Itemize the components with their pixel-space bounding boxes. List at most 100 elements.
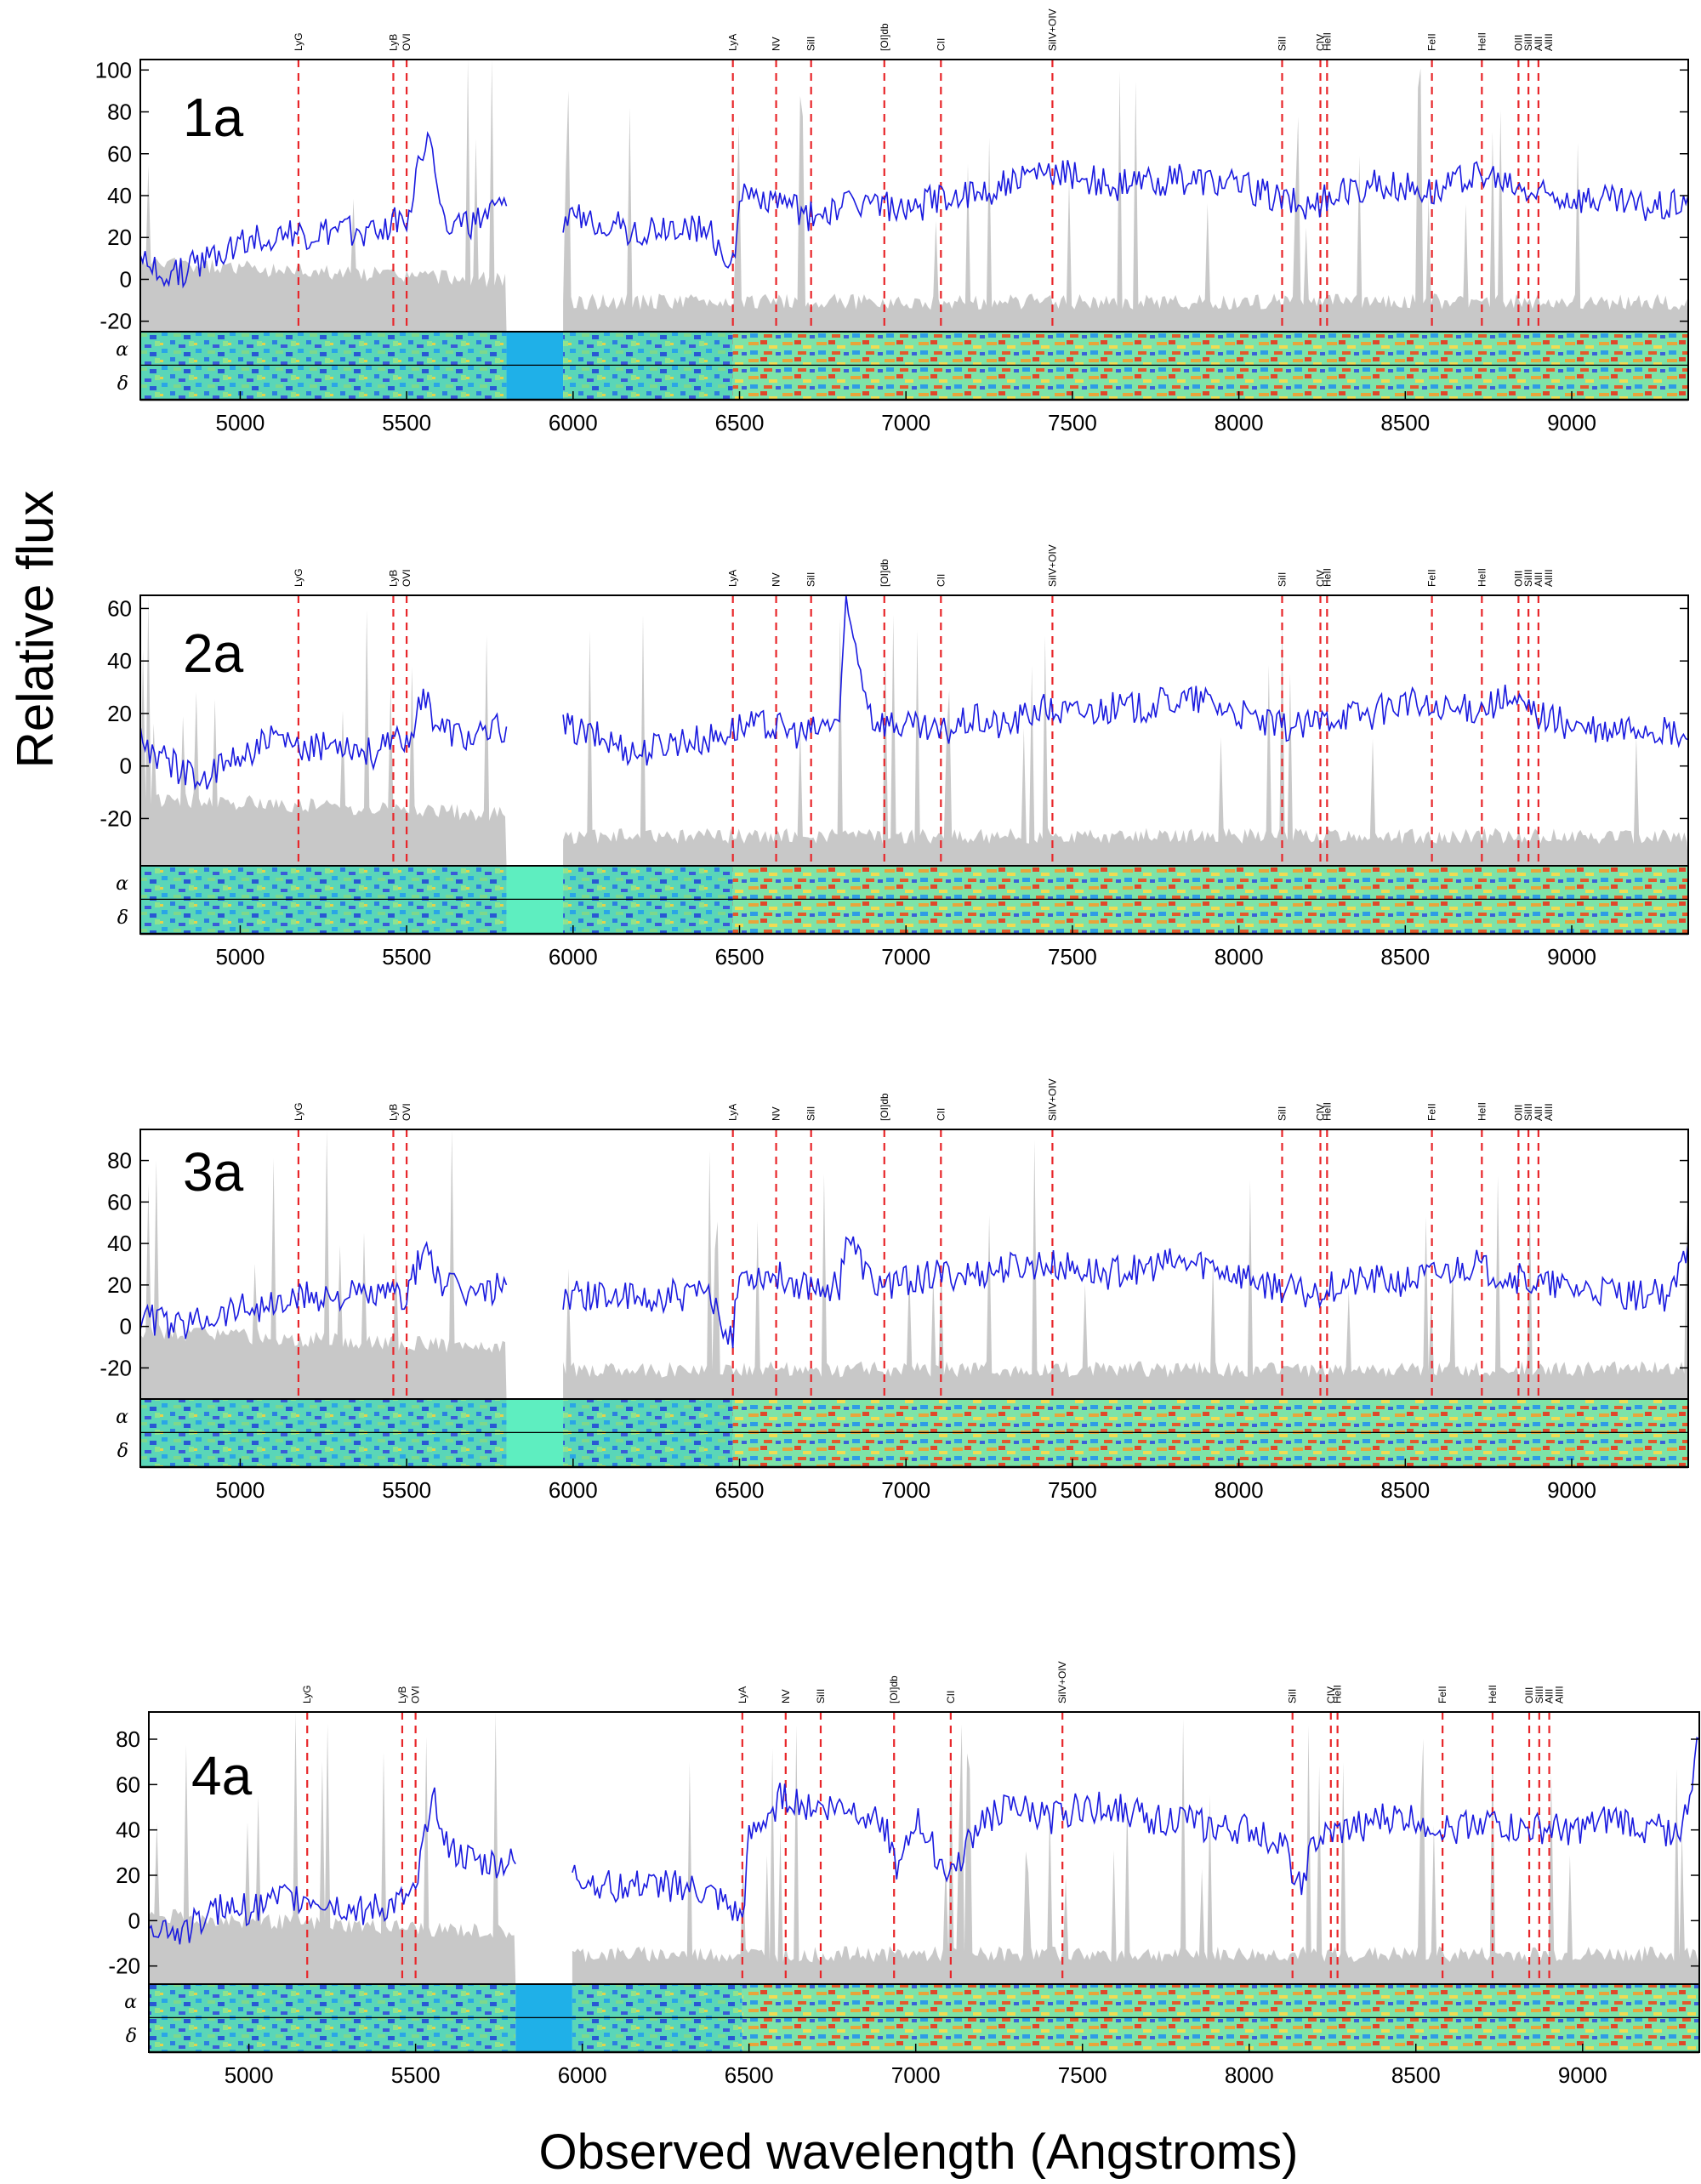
line-label: LyB — [387, 1104, 399, 1121]
line-label: OVI — [401, 33, 412, 51]
y-tick-label: 20 — [107, 1272, 132, 1298]
x-tick-label: 9000 — [1547, 1477, 1596, 1503]
line-label: CIV — [1315, 570, 1327, 587]
map-label-alpha: α — [116, 873, 128, 895]
line-label: LyA — [737, 1686, 748, 1703]
x-tick-label: 7000 — [881, 1477, 930, 1503]
y-tick-label: -20 — [100, 805, 132, 831]
line-label: AlIII — [1543, 33, 1555, 51]
flux-series — [148, 1787, 516, 1945]
map-delta-gap — [506, 1433, 564, 1467]
flux-series — [139, 1240, 508, 1339]
flux-series — [562, 160, 1689, 269]
map-alpha-gap — [515, 1984, 572, 2018]
y-tick-label: 20 — [107, 701, 132, 726]
y-tick-label: 40 — [107, 1231, 132, 1256]
x-tick-label: 8000 — [1215, 944, 1264, 970]
map-alpha-blue — [140, 1399, 507, 1433]
noise-envelope — [140, 595, 507, 866]
line-label: AlII — [1533, 1106, 1545, 1121]
line-label: SiIII — [1522, 33, 1534, 51]
line-label: AlII — [1544, 1689, 1556, 1703]
flux-series — [139, 688, 508, 791]
map-label-delta: δ — [126, 2026, 137, 2047]
line-label: SiII — [805, 572, 817, 587]
map-delta-gap — [506, 900, 564, 934]
line-label: SiII — [1276, 572, 1288, 587]
x-tick-label: 9000 — [1547, 410, 1596, 435]
map-delta-mid — [572, 2018, 742, 2052]
line-label: CII — [935, 1108, 947, 1121]
x-tick-label: 7000 — [881, 410, 930, 435]
panel-label: 1a — [183, 87, 244, 148]
line-label: SiIV+OIV — [1046, 9, 1058, 51]
line-label: CIV — [1325, 1686, 1337, 1703]
x-tick-label: 6000 — [549, 944, 598, 970]
noise-envelope — [563, 1140, 1689, 1399]
y-tick-label: 80 — [107, 1148, 132, 1174]
x-tick-label: 7500 — [1058, 2062, 1107, 2088]
line-label: NV — [780, 1689, 792, 1703]
x-tick-label: 6000 — [549, 1477, 598, 1503]
line-label: FeII — [1426, 33, 1438, 51]
line-label: OIII — [1512, 35, 1524, 51]
line-label: AlII — [1533, 572, 1545, 587]
line-label: [OI]db — [879, 23, 890, 51]
x-tick-label: 5000 — [215, 944, 265, 970]
y-tick-label: 0 — [120, 754, 132, 779]
line-label: FeII — [1436, 1686, 1448, 1703]
map-alpha-mid — [563, 332, 733, 366]
line-label: HeII — [1476, 568, 1488, 587]
noise-envelope — [140, 60, 507, 332]
x-tick-label: 8500 — [1391, 2062, 1441, 2088]
map-label-delta: δ — [117, 907, 128, 929]
line-label: OIII — [1523, 1687, 1535, 1703]
x-tick-label: 6000 — [549, 410, 598, 435]
line-label: SiII — [1287, 1689, 1299, 1703]
map-frame — [139, 331, 1689, 401]
map-delta-mid — [563, 366, 733, 400]
y-tick-label: 60 — [107, 141, 132, 167]
line-label: FeII — [1426, 1103, 1438, 1121]
x-tick-label: 9000 — [1547, 944, 1596, 970]
map-frame — [139, 1398, 1689, 1468]
line-label: HeII — [1332, 1685, 1344, 1703]
line-label: [OI]db — [888, 1675, 900, 1703]
x-tick-label: 5500 — [391, 2062, 441, 2088]
line-label: HeII — [1476, 1102, 1488, 1121]
y-tick-label: 40 — [116, 1817, 140, 1843]
map-delta-blue — [140, 1433, 507, 1467]
line-label: AlII — [1533, 37, 1545, 51]
line-label: NV — [771, 572, 782, 587]
line-label: LyA — [727, 570, 739, 587]
y-tick-label: 100 — [95, 57, 132, 82]
flux-series — [562, 594, 1689, 766]
x-tick-label: 6500 — [725, 2062, 774, 2088]
flux-series — [139, 130, 508, 289]
y-tick-label: 20 — [107, 225, 132, 250]
line-label: AlIII — [1554, 1686, 1566, 1703]
map-delta-hot — [742, 2018, 1699, 2052]
line-label: HeII — [1476, 32, 1488, 51]
map-delta-hot — [732, 900, 1688, 934]
map-alpha-blue — [140, 866, 507, 900]
map-alpha-mid — [572, 1984, 742, 2018]
y-tick-label: 40 — [107, 648, 132, 674]
line-label: LyG — [301, 1685, 313, 1703]
line-label: SiIII — [1522, 569, 1534, 587]
x-tick-label: 6500 — [715, 944, 765, 970]
map-delta-hot — [732, 366, 1688, 400]
line-label: HeII — [1321, 32, 1333, 51]
x-tick-label: 5500 — [382, 944, 431, 970]
map-alpha-hot — [732, 866, 1688, 900]
noise-envelope — [563, 68, 1689, 332]
x-axis-title: Observed wavelength (Angstroms) — [539, 2124, 1299, 2180]
x-tick-label: 5500 — [382, 410, 431, 435]
panel-3a: -20 0 20 40 60 80 αδ 5000 5500 6000 6500 7000 7500 80… — [100, 1078, 1689, 1503]
line-label: SiIII — [1522, 1103, 1534, 1121]
line-label: CII — [935, 38, 947, 51]
map-label-alpha: α — [124, 1992, 137, 2013]
noise-envelope — [149, 1712, 516, 1984]
panel-1a: -20 0 20 40 60 80 100 αδ 5000 5500 6000 6500 7000 750… — [95, 9, 1689, 435]
